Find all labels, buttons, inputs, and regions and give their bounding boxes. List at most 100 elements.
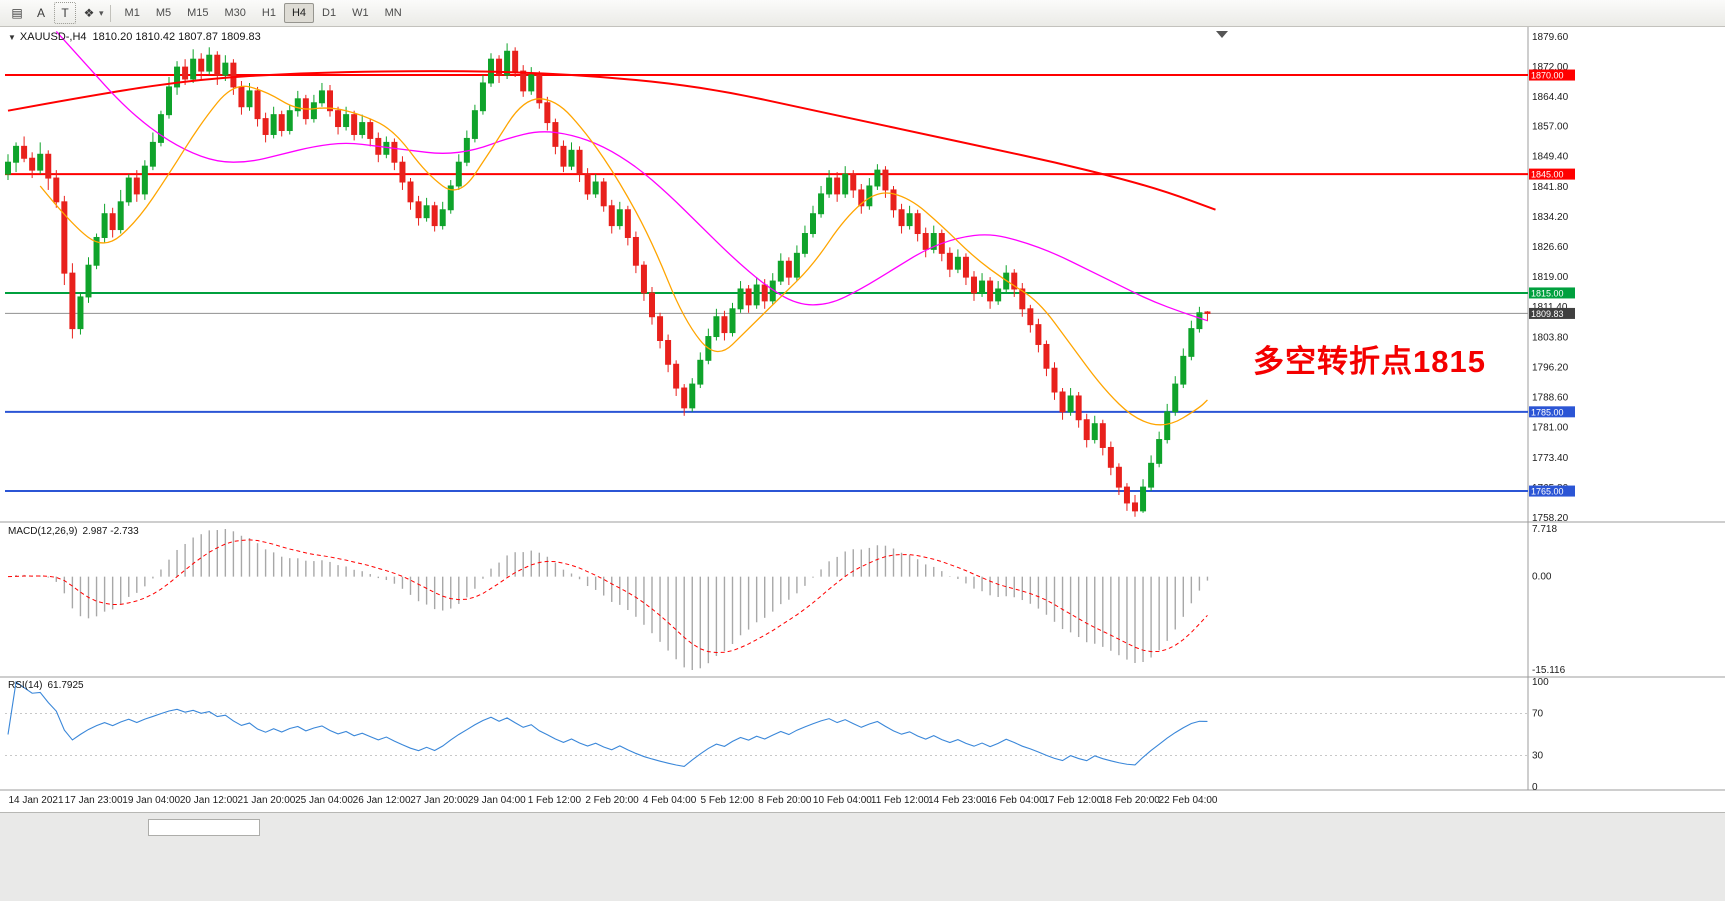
price-axis-label: 1819.00	[1532, 272, 1569, 283]
candle-body	[657, 316, 664, 341]
rsi-indicator-label: RSI(14) 61.7925	[8, 680, 84, 691]
candle-body	[141, 165, 148, 195]
chevron-down-icon[interactable]: ▾	[99, 7, 104, 18]
time-axis-label: 5 Feb 12:00	[701, 795, 755, 806]
candle-body	[286, 110, 293, 132]
candle-body	[689, 383, 696, 409]
candle-body	[810, 213, 816, 235]
bottom-panel-tab[interactable]	[148, 819, 260, 836]
candle-body	[673, 363, 680, 389]
chart-annotation-text: 多空转折点1815	[1253, 344, 1486, 379]
candle-body	[568, 149, 575, 167]
timeframe-button-h1[interactable]: H1	[261, 7, 276, 19]
time-axis-label: 14 Jan 2021	[8, 795, 63, 806]
rsi-value: 61.7925	[47, 680, 84, 691]
candle-body	[318, 90, 325, 104]
macd-values: 2.987 -2.733	[82, 526, 139, 537]
candle-body	[560, 145, 567, 167]
time-axis-label: 19 Jan 04:00	[122, 795, 180, 806]
candle-body	[37, 153, 44, 171]
time-axis-label: 21 Jan 20:00	[237, 795, 295, 806]
candle-body	[793, 252, 800, 278]
candle-body	[1011, 272, 1018, 290]
price-axis-label: 1773.40	[1532, 453, 1569, 464]
timeframe-button-m1[interactable]: M1	[124, 7, 140, 19]
rsi-axis-label: 30	[1532, 751, 1544, 762]
candle-body	[882, 169, 889, 191]
ma_magenta-line[interactable]	[55, 31, 1208, 322]
rsi-axis-label: 100	[1532, 677, 1549, 688]
candle-body	[343, 114, 350, 128]
candle-body	[745, 288, 752, 306]
timeframe-button-m5[interactable]: M5	[155, 7, 172, 19]
candle-body	[954, 256, 961, 270]
toolbar-separator	[109, 4, 111, 22]
candle-body	[415, 201, 422, 219]
candle-body	[254, 90, 261, 120]
price-axis-label: 1788.60	[1532, 393, 1569, 404]
ma_red-line[interactable]	[7, 70, 1216, 211]
candle-body	[1115, 466, 1122, 488]
candle-body	[777, 260, 784, 282]
candle-body	[761, 284, 768, 302]
candle-body	[423, 205, 430, 219]
candle-body	[230, 62, 237, 88]
candle-body	[1172, 383, 1179, 413]
candle-body	[1019, 288, 1026, 310]
candle-body	[479, 82, 486, 112]
price-axis-label: 1864.40	[1532, 92, 1569, 103]
collapse-triangle-icon[interactable]: ▼	[8, 33, 16, 42]
candle-body	[801, 233, 808, 254]
price-badge	[1529, 307, 1575, 319]
candle-body	[592, 181, 599, 195]
candle-body	[600, 181, 607, 207]
chart-layout-icon[interactable]: ▤	[11, 6, 23, 20]
price-badge-label: 1785.00	[1531, 407, 1564, 417]
candle-body	[1067, 395, 1074, 413]
candle-body	[906, 213, 913, 227]
candle-body	[125, 177, 132, 203]
chart-header: ▼ XAUUSD-,H4 1810.20 1810.42 1807.87 1809.…	[8, 31, 261, 43]
timeframe-button-m30[interactable]: M30	[224, 7, 246, 19]
timeframe-button-d1[interactable]: D1	[322, 7, 337, 19]
candle-body	[528, 74, 535, 92]
timeframe-button-m15[interactable]: M15	[187, 7, 209, 19]
price-axis-label: 1872.00	[1532, 62, 1569, 73]
candle-body	[182, 66, 189, 80]
candle-body	[13, 145, 20, 163]
candle-body	[367, 122, 374, 139]
candle-body	[536, 74, 543, 104]
price-axis-label: 1781.00	[1532, 423, 1569, 434]
ma_orange-line[interactable]	[39, 85, 1208, 426]
ohlc-values: 1810.20 1810.42 1807.87 1809.83	[92, 31, 261, 43]
shapes-tool-button[interactable]: ❖	[83, 6, 95, 20]
macd-axis-label: 0.00	[1532, 572, 1552, 583]
timeframe-button-w1[interactable]: W1	[352, 7, 369, 19]
chart-canvas[interactable]: 1879.60 1872.00 1864.40 1857.00 1849.40 1841.…	[0, 27, 1725, 812]
macd-signal-line	[7, 539, 1208, 654]
timeframe-button-mn[interactable]: MN	[384, 7, 402, 19]
macd-axis-label: -15.116	[1532, 665, 1566, 676]
candle-body	[1059, 391, 1066, 413]
price-badge-label: 1809.83	[1531, 309, 1564, 319]
text-frame-tool-button[interactable]: T	[54, 2, 76, 24]
candle-body	[874, 169, 881, 187]
price-badge	[1529, 485, 1575, 497]
candle-body	[1051, 367, 1058, 393]
time-axis-label: 17 Feb 12:00	[1043, 795, 1102, 806]
candle-body	[1140, 486, 1147, 512]
scroll-end-icon[interactable]	[1216, 31, 1228, 38]
candle-body	[858, 189, 865, 207]
candle-body	[616, 209, 623, 227]
bottom-panel	[0, 812, 1725, 901]
candle-body	[914, 213, 921, 235]
price-axis-label: 1841.80	[1532, 182, 1569, 193]
time-axis-label: 10 Feb 04:00	[813, 795, 872, 806]
text-a-tool-button[interactable]: A	[36, 6, 45, 20]
timeframe-button-group: M1 M5 M15 M30 H1 H4 D1 W1 MN	[117, 3, 410, 23]
price-axis-label: 1879.60	[1532, 32, 1569, 43]
candle-body	[294, 98, 301, 112]
timeframe-button-h4[interactable]: H4	[283, 3, 315, 23]
candle-body	[1156, 439, 1163, 464]
candle-body	[174, 66, 181, 88]
